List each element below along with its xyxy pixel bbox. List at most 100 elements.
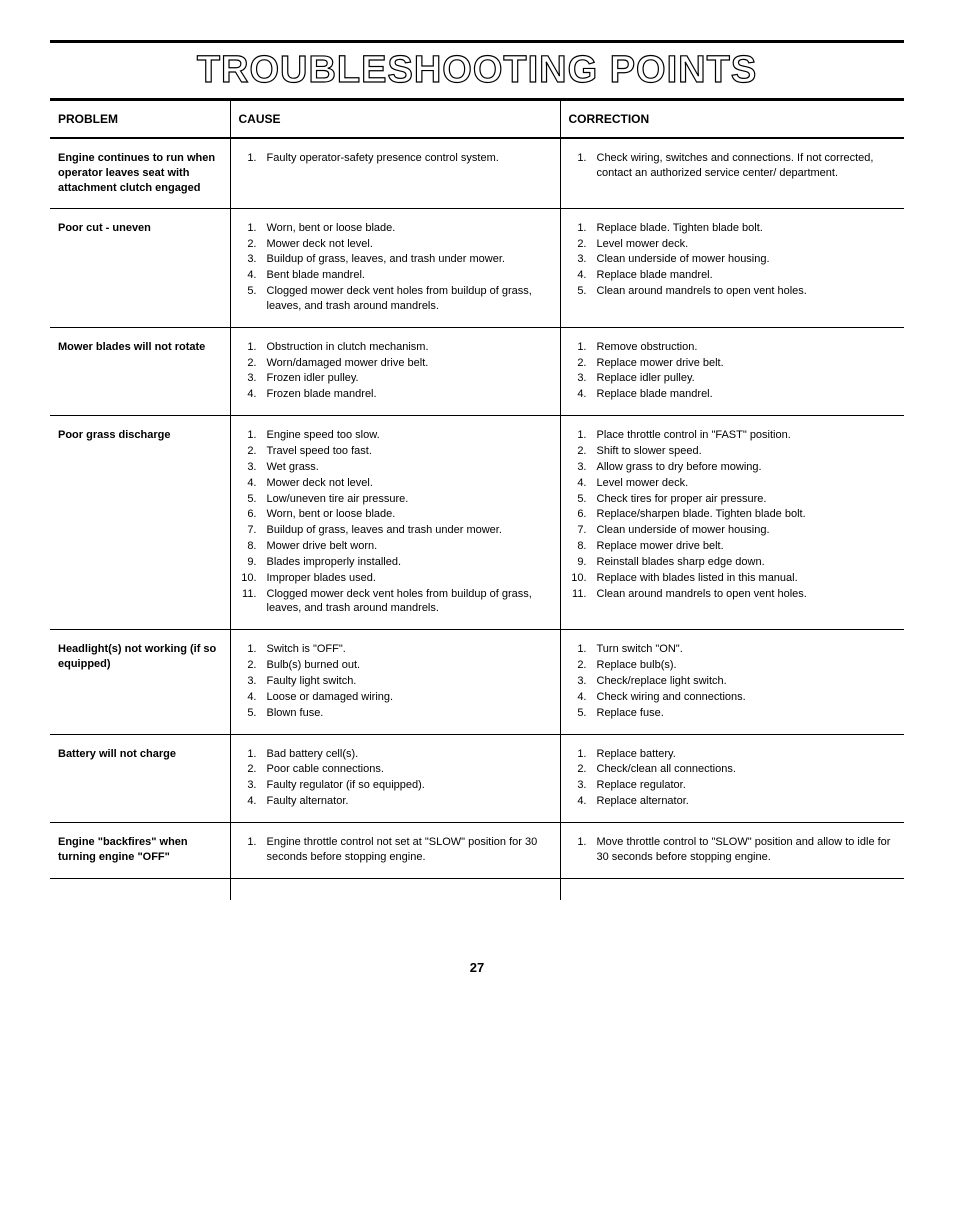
list-text: Mower deck not level. — [267, 237, 552, 252]
problem-label: Engine continues to run when operator le… — [58, 151, 222, 196]
list-text: Poor cable connections. — [267, 762, 552, 777]
list-number: 9. — [239, 555, 257, 570]
list-text: Frozen idler pulley. — [267, 371, 552, 386]
list-number: 2. — [239, 762, 257, 777]
header-correction: CORRECTION — [560, 101, 904, 138]
list-text: Worn, bent or loose blade. — [267, 507, 552, 522]
list-text: Replace blade. Tighten blade bolt. — [597, 221, 897, 236]
correction-item: 2.Check/clean all connections. — [569, 762, 897, 778]
list-number: 1. — [569, 835, 587, 865]
correction-item: 3.Replace regulator. — [569, 778, 897, 794]
list-number: 5. — [569, 706, 587, 721]
cause-item: 3.Buildup of grass, leaves, and trash un… — [239, 252, 552, 268]
list-number: 3. — [239, 778, 257, 793]
correction-list: 1.Remove obstruction.2.Replace mower dri… — [569, 340, 897, 403]
list-text: Clean underside of mower housing. — [597, 523, 897, 538]
cause-item: 1.Engine throttle control not set at "SL… — [239, 835, 552, 866]
cause-item: 4.Loose or damaged wiring. — [239, 690, 552, 706]
list-text: Place throttle control in "FAST" positio… — [597, 428, 897, 443]
trailer-cell — [230, 878, 560, 900]
correction-item: 2.Replace mower drive belt. — [569, 356, 897, 372]
correction-item: 4.Level mower deck. — [569, 476, 897, 492]
list-text: Replace alternator. — [597, 794, 897, 809]
list-number: 3. — [569, 460, 587, 475]
list-text: Buildup of grass, leaves and trash under… — [267, 523, 552, 538]
list-number: 2. — [569, 444, 587, 459]
correction-item: 7.Clean underside of mower housing. — [569, 523, 897, 539]
list-number: 2. — [239, 444, 257, 459]
cell-cause: 1.Bad battery cell(s).2.Poor cable conne… — [230, 734, 560, 822]
list-text: Switch is "OFF". — [267, 642, 552, 657]
correction-item: 2.Level mower deck. — [569, 237, 897, 253]
list-text: Replace/sharpen blade. Tighten blade bol… — [597, 507, 897, 522]
cause-item: 8.Mower drive belt worn. — [239, 539, 552, 555]
cell-correction: 1.Remove obstruction.2.Replace mower dri… — [560, 327, 904, 415]
list-number: 4. — [239, 690, 257, 705]
cell-problem: Battery will not charge — [50, 734, 230, 822]
cause-item: 4.Mower deck not level. — [239, 476, 552, 492]
list-text: Bad battery cell(s). — [267, 747, 552, 762]
correction-list: 1.Place throttle control in "FAST" posit… — [569, 428, 897, 602]
list-text: Shift to slower speed. — [597, 444, 897, 459]
list-number: 4. — [569, 794, 587, 809]
list-number: 1. — [239, 428, 257, 443]
list-number: 2. — [239, 658, 257, 673]
correction-item: 1.Move throttle control to "SLOW" positi… — [569, 835, 897, 866]
list-text: Clean underside of mower housing. — [597, 252, 897, 267]
problem-label: Poor grass discharge — [58, 428, 222, 443]
correction-item: 1.Check wiring, switches and connections… — [569, 151, 897, 182]
correction-item: 3.Allow grass to dry before mowing. — [569, 460, 897, 476]
list-number: 8. — [239, 539, 257, 554]
correction-item: 1.Replace battery. — [569, 747, 897, 763]
correction-item: 4.Replace blade mandrel. — [569, 387, 897, 403]
cause-item: 3.Faulty light switch. — [239, 674, 552, 690]
list-text: Bulb(s) burned out. — [267, 658, 552, 673]
list-number: 3. — [569, 371, 587, 386]
cause-list: 1.Obstruction in clutch mechanism.2.Worn… — [239, 340, 552, 403]
list-text: Faulty operator-safety presence control … — [267, 151, 552, 166]
cause-item: 5.Blown fuse. — [239, 706, 552, 722]
cell-cause: 1.Engine speed too slow.2.Travel speed t… — [230, 416, 560, 630]
cause-item: 1.Engine speed too slow. — [239, 428, 552, 444]
cell-correction: 1.Place throttle control in "FAST" posit… — [560, 416, 904, 630]
header-cause: CAUSE — [230, 101, 560, 138]
problem-label: Headlight(s) not working (if so equipped… — [58, 642, 222, 672]
list-number: 2. — [569, 762, 587, 777]
cell-correction: 1.Replace blade. Tighten blade bolt.2.Le… — [560, 208, 904, 327]
cause-list: 1.Faulty operator-safety presence contro… — [239, 151, 552, 167]
problem-label: Battery will not charge — [58, 747, 222, 762]
cause-item: 2.Worn/damaged mower drive belt. — [239, 356, 552, 372]
list-text: Level mower deck. — [597, 476, 897, 491]
cause-item: 5.Clogged mower deck vent holes from bui… — [239, 284, 552, 315]
list-text: Clean around mandrels to open vent holes… — [597, 284, 897, 299]
correction-item: 1.Place throttle control in "FAST" posit… — [569, 428, 897, 444]
list-number: 2. — [569, 237, 587, 252]
list-number: 2. — [239, 237, 257, 252]
cell-correction: 1.Check wiring, switches and connections… — [560, 138, 904, 208]
cause-item: 1.Faulty operator-safety presence contro… — [239, 151, 552, 167]
cell-problem: Engine "backfires" when turning engine "… — [50, 822, 230, 878]
cause-item: 11.Clogged mower deck vent holes from bu… — [239, 587, 552, 618]
list-number: 4. — [569, 690, 587, 705]
list-text: Replace idler pulley. — [597, 371, 897, 386]
cell-cause: 1.Switch is "OFF".2.Bulb(s) burned out.3… — [230, 630, 560, 734]
list-text: Check wiring and connections. — [597, 690, 897, 705]
correction-item: 10.Replace with blades listed in this ma… — [569, 571, 897, 587]
trailer-cell — [50, 878, 230, 900]
cause-item: 3.Faulty regulator (if so equipped). — [239, 778, 552, 794]
correction-item: 5.Clean around mandrels to open vent hol… — [569, 284, 897, 300]
list-text: Replace fuse. — [597, 706, 897, 721]
list-number: 3. — [239, 460, 257, 475]
cause-item: 3.Frozen idler pulley. — [239, 371, 552, 387]
cell-cause: 1.Worn, bent or loose blade.2.Mower deck… — [230, 208, 560, 327]
list-text: Clean around mandrels to open vent holes… — [597, 587, 897, 602]
page-title: TROUBLESHOOTING POINTS — [50, 49, 904, 92]
list-number: 1. — [239, 835, 257, 865]
list-text: Worn, bent or loose blade. — [267, 221, 552, 236]
correction-list: 1.Replace blade. Tighten blade bolt.2.Le… — [569, 221, 897, 300]
list-number: 11. — [239, 587, 257, 617]
table-row: Battery will not charge1.Bad battery cel… — [50, 734, 904, 822]
correction-item: 2. Shift to slower speed. — [569, 444, 897, 460]
table-row: Headlight(s) not working (if so equipped… — [50, 630, 904, 734]
cause-item: 2. Mower deck not level. — [239, 237, 552, 253]
